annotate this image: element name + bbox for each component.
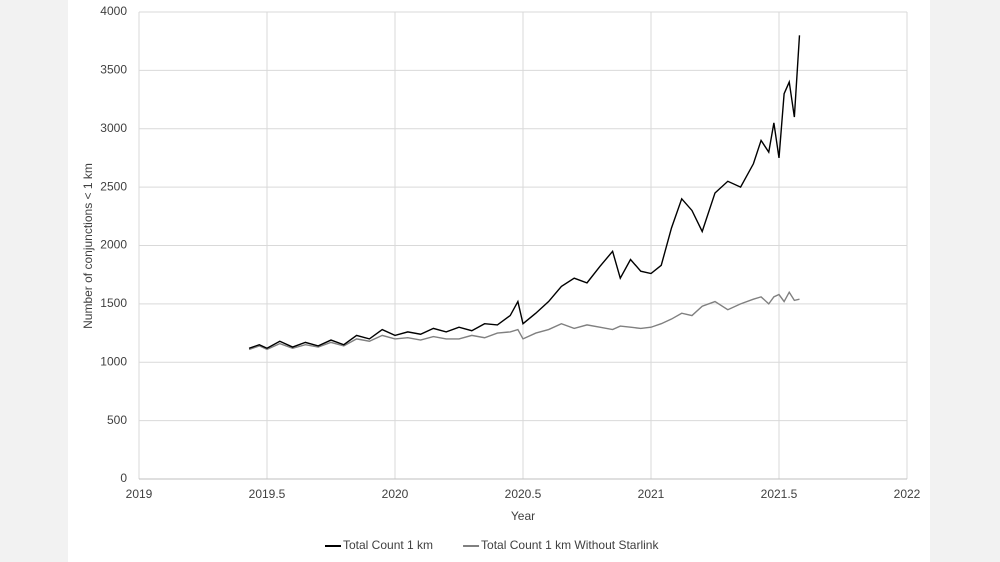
x-axis-label: Year: [511, 509, 535, 523]
y-tick-label: 2000: [100, 238, 127, 252]
y-tick-label: 1500: [100, 296, 127, 310]
y-tick-label: 2500: [100, 179, 127, 193]
x-tick-label: 2022: [894, 487, 921, 501]
x-tick-label: 2019: [126, 487, 153, 501]
chart-background: [68, 0, 930, 562]
x-tick-label: 2019.5: [249, 487, 286, 501]
x-tick-label: 2021: [638, 487, 665, 501]
y-tick-label: 3500: [100, 63, 127, 77]
legend-label: Total Count 1 km Without Starlink: [481, 538, 659, 552]
y-tick-label: 1000: [100, 354, 127, 368]
x-tick-label: 2021.5: [761, 487, 798, 501]
y-tick-label: 0: [120, 471, 127, 485]
y-axis-label: Number of conjunctions < 1 km: [81, 163, 95, 329]
y-tick-label: 4000: [100, 4, 127, 18]
data-line: [248, 290, 800, 351]
x-tick-label: 2020.5: [505, 487, 542, 501]
y-tick-label: 500: [107, 413, 127, 427]
data-line: [248, 35, 801, 350]
x-tick-label: 2020: [382, 487, 409, 501]
legend-label: Total Count 1 km: [343, 538, 433, 552]
y-tick-label: 3000: [100, 121, 127, 135]
